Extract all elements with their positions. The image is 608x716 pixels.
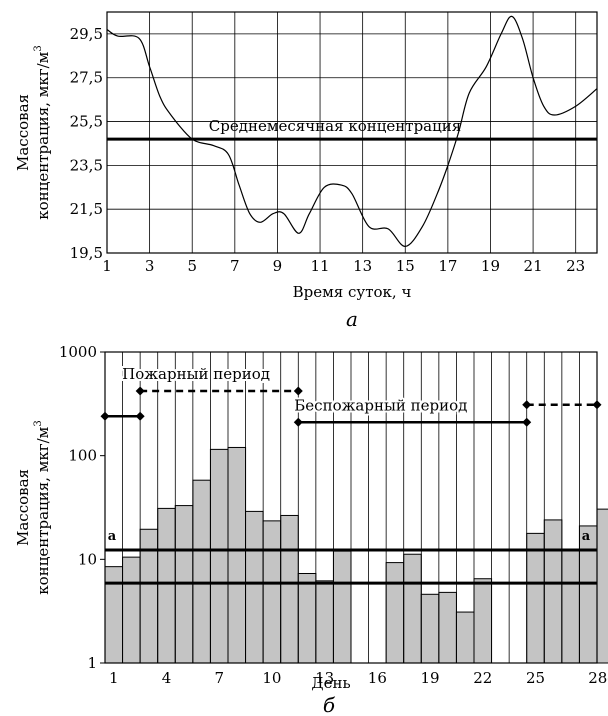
bar [280,514,299,664]
bar [526,532,545,664]
x-tick-label: 13 [353,257,372,275]
x-tick-label: 7 [230,257,240,275]
y-tick-label: 1000 [59,343,97,361]
x-tick-label: 5 [187,257,197,275]
bar [192,479,211,664]
bar [297,573,317,664]
x-tick-label: 25 [526,669,545,687]
x-tick-label: 9 [273,257,283,275]
bar [315,580,334,664]
bar [561,548,580,664]
x-axis-label: День [311,674,350,692]
bar [473,578,493,664]
x-tick-label: 11 [310,257,329,275]
x-tick-label: 4 [162,669,172,687]
bar [420,593,440,664]
chart-a: 1 3 5 7 9 11 13 15 17 19 21 2319,521,523,525,527,52… [70,11,598,331]
x-tick-label: 1 [102,257,112,275]
period-endpoint [522,400,532,410]
bar [262,520,282,664]
y-tick-label: 19,5 [70,244,103,262]
y-axis-label-line2: концентрация, мкг/м3 [33,45,52,219]
bar [332,550,352,664]
plot-frame [106,11,598,254]
period-endpoint [135,411,145,421]
period-endpoint [100,411,110,421]
y-axis-label-sup: 3 [33,45,44,51]
x-tick-label: 7 [214,669,224,687]
bar [209,448,229,664]
period-endpoint [592,400,602,410]
x-tick-label: 1 [109,669,119,687]
x-tick-label: 13 [315,669,334,687]
y-axis-label-b-line2: концентрация, мкг/м3 [33,420,52,594]
bar [455,611,475,664]
y-tick-label: 25,5 [70,113,103,131]
x-tick-label: 21 [524,257,543,275]
series-line [106,15,598,247]
bar [245,510,264,664]
y-tick-label: 100 [68,447,97,465]
bar [438,591,457,664]
y-tick-label: 27,5 [70,69,103,87]
period-endpoint [293,386,303,396]
y-tick-label: 21,5 [70,200,103,218]
period-label: Беспожарный период [294,396,467,414]
y-axis-label-b-sup: 3 [33,420,44,426]
y-axis-label-line1: Массовая [14,94,32,171]
reference-line-label: Среднемесячная концентрация [209,117,461,135]
bar [596,508,608,664]
x-tick-label: 10 [262,669,281,687]
bar [227,446,247,664]
plot-frame [104,351,598,664]
chart-b: 1 10 100 1000 1 4 7 10 13 16 19 22 25 28-й а а Пожарный … [59,343,608,716]
period-endpoint [293,417,303,427]
x-tick-label: 16 [368,669,387,687]
x-tick-label: 15 [396,257,415,275]
x-tick-label: 3 [145,257,155,275]
y-axis-label-b: Массовая концентрация, мкг/м3 [14,420,52,594]
bar [122,556,141,664]
y-tick-label: 10 [78,550,97,568]
x-tick-label: 19 [481,257,500,275]
y-tick-label: 1 [87,654,97,672]
bar [104,566,124,664]
bar [385,562,405,664]
y-axis-label: Массовая концентрация, мкг/м3 [14,45,52,219]
bar [543,519,563,664]
x-tick-label: 22 [473,669,492,687]
x-axis-label: Время суток, ч [293,283,412,301]
line-marker-left: а [108,529,117,544]
x-tick-label: 28-й [588,669,608,687]
period-endpoint [135,386,145,396]
y-tick-label: 29,5 [70,25,103,43]
bar [578,525,598,664]
x-tick-label: 19 [421,669,440,687]
period-endpoint [522,417,532,427]
caption-a: а [346,307,358,331]
bar [157,507,176,664]
y-axis-label-b-line1: Массовая [14,469,32,546]
caption-b: б [323,693,336,716]
x-tick-label: 17 [438,257,457,275]
line-marker-right: а [582,529,591,544]
period-label: Пожарный период [122,365,270,383]
bar [403,553,422,664]
y-tick-label: 23,5 [70,156,103,174]
x-tick-label: 23 [566,257,585,275]
